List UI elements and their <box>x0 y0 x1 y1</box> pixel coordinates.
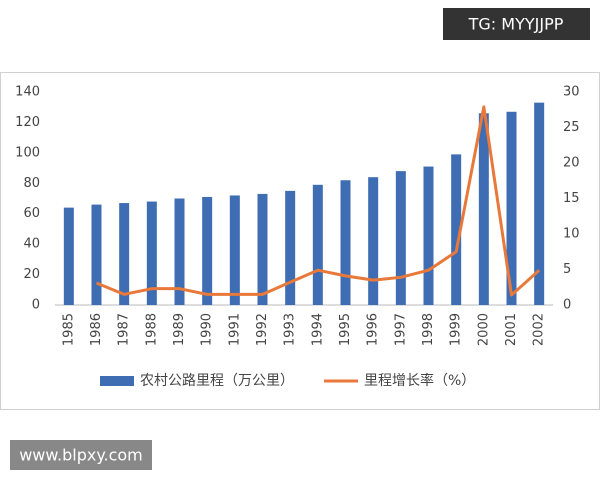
y-tick-label: 120 <box>15 115 40 130</box>
x-tick-label: 1991 <box>227 313 242 346</box>
watermark: TG: MYYJJPP <box>468 15 564 34</box>
x-tick-label: 1986 <box>89 313 104 346</box>
bar <box>119 203 130 305</box>
x-tick-label: 1999 <box>449 313 464 346</box>
x-tick-label: 1994 <box>310 313 325 346</box>
y2-tick-label: 10 <box>563 227 580 242</box>
bar <box>368 177 379 305</box>
y2-tick-label: 25 <box>563 120 580 135</box>
x-tick-label: 1989 <box>172 313 187 346</box>
y2-tick-label: 0 <box>563 298 571 313</box>
bar <box>451 154 462 305</box>
watermark-box <box>443 8 590 40</box>
x-tick-label: 1995 <box>338 313 353 346</box>
y-tick-label: 0 <box>32 298 40 313</box>
x-tick-label: 2001 <box>504 313 519 346</box>
watermark: www.blpxy.com <box>19 446 143 465</box>
x-tick-label: 2000 <box>476 313 491 346</box>
y2-tick-label: 20 <box>563 156 580 171</box>
bar <box>506 111 517 306</box>
x-tick-label: 1985 <box>61 313 76 346</box>
y-tick-label: 60 <box>23 206 40 221</box>
line <box>95 105 541 297</box>
y2-tick-label: 5 <box>563 262 571 277</box>
bar <box>257 193 268 305</box>
x-tick-label: 1990 <box>200 313 215 346</box>
bar <box>174 198 185 305</box>
x-tick-label: 1987 <box>117 313 132 346</box>
x-tick-label: 1988 <box>144 313 159 346</box>
x-tick-label: 1997 <box>393 313 408 346</box>
y-tick-label: 20 <box>23 267 40 282</box>
bar <box>63 207 74 305</box>
bar <box>395 171 406 305</box>
x-tick-label: 2002 <box>532 313 547 346</box>
y2-tick-label: 30 <box>563 85 580 100</box>
y-tick-label: 80 <box>23 176 40 191</box>
legend-label: 里程增长率（%） <box>364 372 475 389</box>
bar <box>202 196 213 305</box>
watermark-box <box>10 440 152 470</box>
bar <box>146 201 157 305</box>
bar <box>229 195 240 305</box>
bar <box>91 204 102 305</box>
bar <box>478 113 489 305</box>
bar <box>534 102 545 306</box>
legend-label: 农村公路里程（万公里） <box>140 373 294 389</box>
y-tick-label: 140 <box>15 85 40 100</box>
y2-tick-label: 15 <box>563 191 580 206</box>
x-tick-label: 1992 <box>255 313 270 346</box>
y-tick-label: 40 <box>23 237 40 252</box>
x-tick-label: 1996 <box>366 313 381 346</box>
x-tick-label: 1993 <box>283 313 298 346</box>
y-tick-label: 100 <box>15 145 40 160</box>
x-tick-label: 1998 <box>421 313 436 346</box>
legend-swatch <box>100 376 134 386</box>
bar <box>423 166 434 305</box>
bar <box>285 190 296 305</box>
bar <box>340 180 351 305</box>
bar <box>312 184 323 305</box>
